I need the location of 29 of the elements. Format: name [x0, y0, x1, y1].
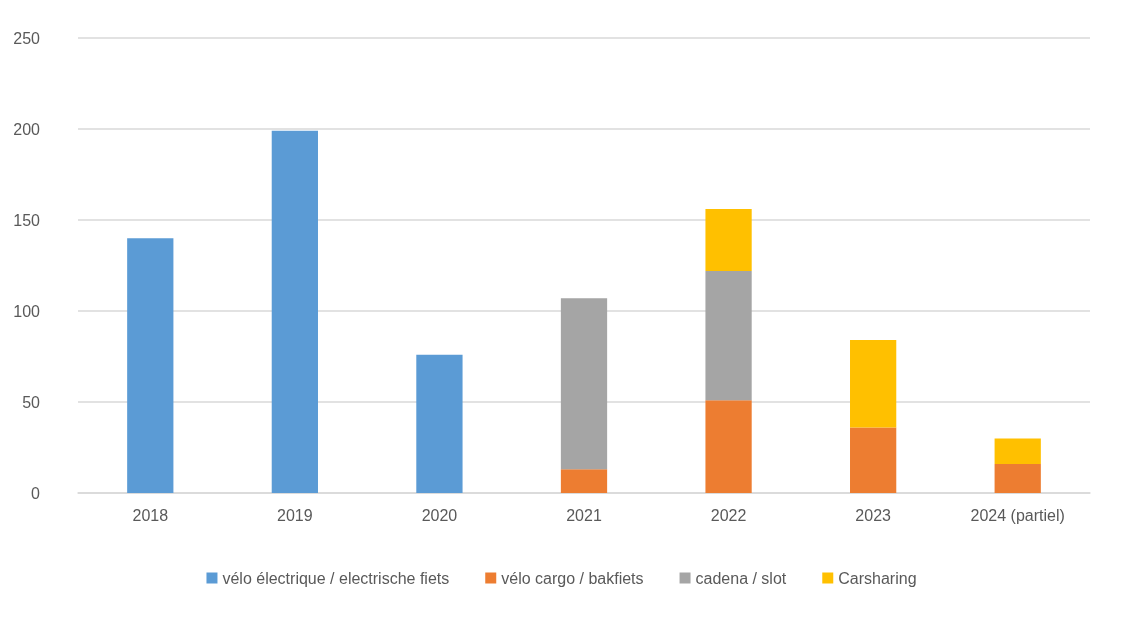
bar: [994, 463, 1041, 493]
bar: [850, 340, 897, 428]
y-tick-label: 200: [13, 120, 41, 138]
y-tick-label: 0: [31, 484, 41, 502]
x-tick-label: 2023: [855, 506, 892, 524]
y-tick-label: 150: [13, 211, 41, 229]
bar: [705, 209, 752, 271]
y-tick-label: 100: [13, 302, 41, 320]
legend-label: vélo électrique / electrische fiets: [222, 569, 450, 587]
x-tick-label: 2021: [566, 506, 602, 524]
x-tick-label: 2024 (partiel): [970, 506, 1065, 524]
bar: [850, 427, 897, 493]
bar: [994, 438, 1041, 464]
bar: [271, 130, 318, 493]
y-tick-label: 50: [22, 393, 41, 411]
legend-label: Carsharing: [838, 569, 917, 587]
legend-label: cadena / slot: [695, 569, 787, 587]
x-tick-label: 2020: [421, 506, 458, 524]
x-tick-label: 2022: [710, 506, 747, 524]
y-tick-label: 250: [13, 29, 41, 47]
x-tick-label: 2019: [277, 506, 313, 524]
x-tick-label: 2018: [132, 506, 169, 524]
bar: [705, 400, 752, 493]
bar: [705, 270, 752, 401]
legend-label: vélo cargo / bakfiets: [501, 569, 644, 587]
bar: [416, 354, 463, 493]
bar: [127, 238, 174, 493]
bar: [560, 469, 608, 493]
bar: [560, 298, 608, 470]
